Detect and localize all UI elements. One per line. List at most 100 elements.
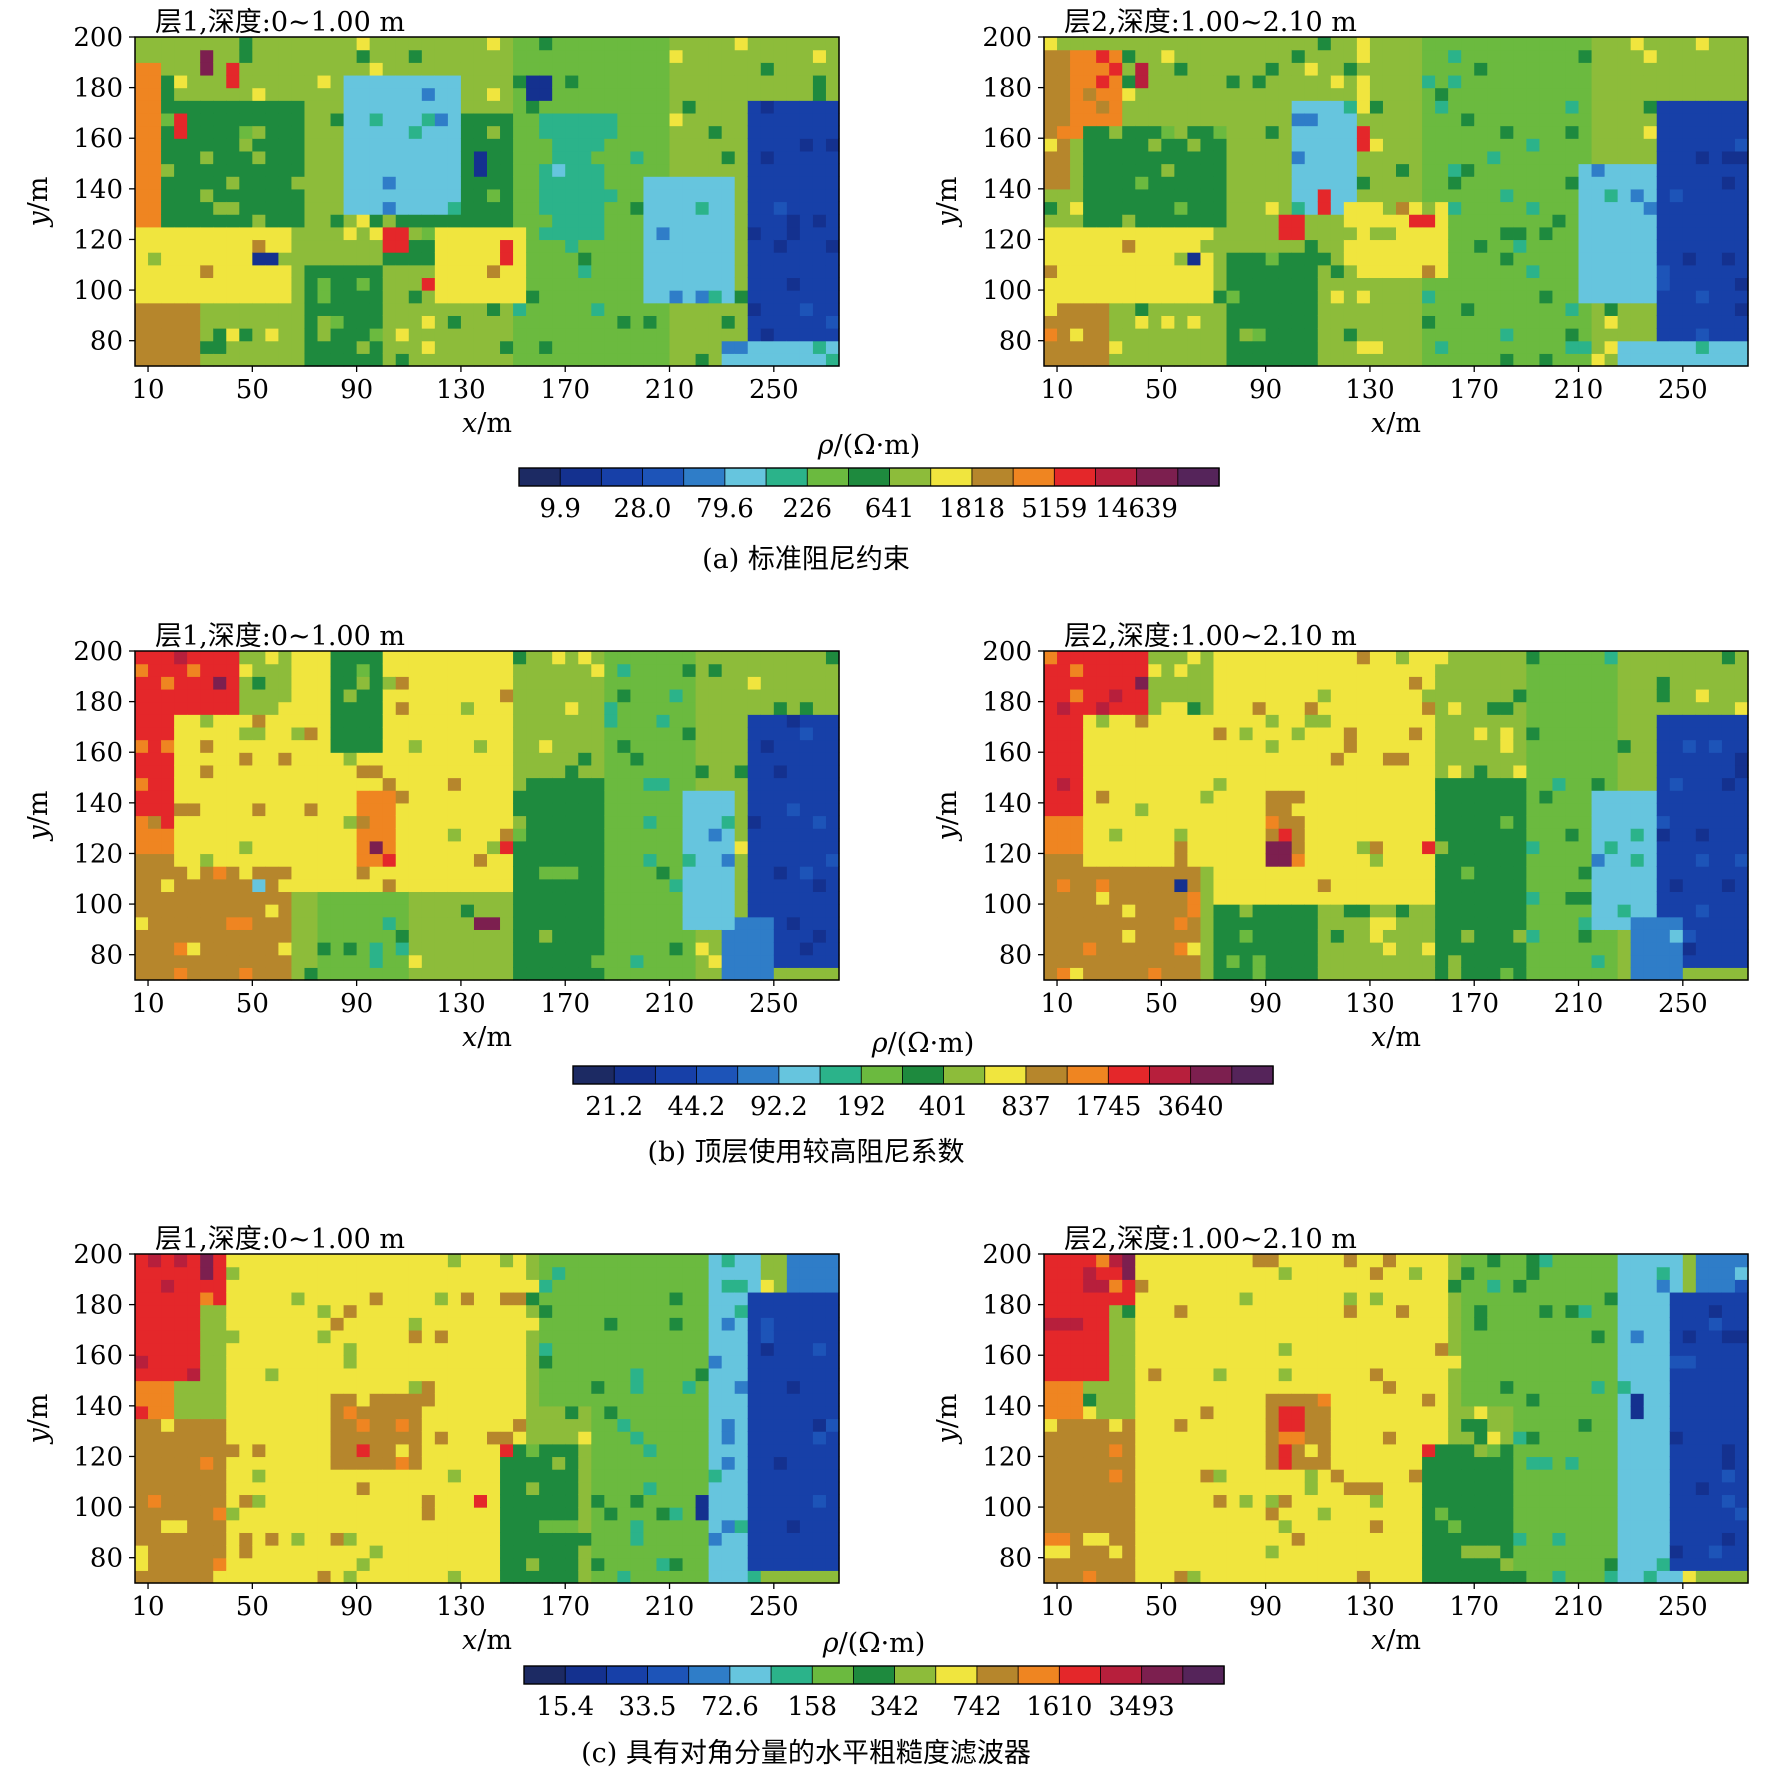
heatmap-cell (1291, 37, 1306, 51)
heatmap-cell (1369, 777, 1384, 791)
heatmap-cell (565, 815, 579, 829)
heatmap-cell (317, 328, 332, 342)
heatmap-cell (1213, 49, 1228, 63)
heatmap-cell (1226, 290, 1241, 304)
heatmap-cell (1669, 315, 1684, 329)
heatmap-cell (747, 853, 762, 867)
heatmap-cell (1226, 752, 1241, 766)
heatmap-cell (278, 878, 293, 893)
heatmap-cell (578, 916, 592, 930)
heatmap-cell (148, 916, 162, 930)
heatmap-cell (682, 929, 697, 943)
heatmap-cell (473, 929, 488, 943)
heatmap-cell (1057, 828, 1071, 842)
heatmap-cell (1239, 353, 1254, 367)
heatmap-cell (1122, 663, 1136, 677)
heatmap-cell (643, 49, 658, 63)
heatmap-cell (604, 916, 618, 930)
heatmap-cell (1187, 866, 1202, 880)
heatmap-cell (460, 891, 475, 905)
heatmap-cell (1057, 840, 1071, 855)
heatmap-cell (1057, 302, 1071, 316)
heatmap-cell (1148, 790, 1162, 804)
heatmap-cell (395, 150, 410, 165)
heatmap-cell (369, 967, 384, 981)
heatmap-cell (760, 138, 775, 152)
heatmap-cell (1448, 353, 1462, 367)
heatmap-cell (135, 663, 149, 677)
heatmap-cell (1070, 942, 1084, 956)
heatmap-cell (1721, 49, 1736, 63)
heatmap-cell (447, 125, 462, 139)
heatmap-cell (1070, 891, 1084, 905)
heatmap-cell (669, 866, 684, 880)
heatmap-cell (421, 49, 436, 63)
heatmap-cell (1409, 239, 1423, 253)
heatmap-cell (1435, 264, 1449, 279)
heatmap-cell (1617, 353, 1632, 367)
heatmap-cell (343, 967, 358, 981)
heatmap-cell (1109, 176, 1123, 190)
heatmap-cell (1187, 87, 1202, 101)
x-tick-label: 170 (540, 989, 590, 1019)
heatmap-cell (1174, 688, 1189, 703)
heatmap-cell (174, 87, 188, 101)
heatmap-cell (1239, 302, 1254, 316)
heatmap-cell (1213, 62, 1228, 76)
heatmap-cell (343, 328, 358, 342)
heatmap-cell (1161, 739, 1175, 753)
heatmap-cell (252, 828, 266, 842)
heatmap-cell (434, 252, 449, 266)
heatmap-cell (382, 87, 397, 101)
heatmap-cell (1122, 739, 1136, 753)
heatmap-cell (291, 777, 306, 791)
heatmap-cell (604, 651, 618, 665)
heatmap-cell (356, 100, 371, 114)
heatmap-cell (395, 726, 410, 741)
heatmap-cell (395, 891, 410, 905)
heatmap-cell (1669, 100, 1684, 114)
heatmap-cell (1552, 328, 1567, 342)
heatmap-cell (304, 302, 319, 316)
heatmap-cell (1161, 701, 1175, 715)
heatmap-cell (513, 100, 527, 114)
heatmap-cell (1057, 353, 1071, 367)
heatmap-cell (343, 37, 358, 51)
heatmap-cell (487, 138, 501, 152)
heatmap-cell (1044, 967, 1058, 981)
heatmap-cell (591, 201, 605, 215)
heatmap-cell (669, 214, 684, 228)
heatmap-cell (604, 815, 618, 829)
heatmap-cell (1226, 904, 1241, 918)
y-tick-label: 140 (73, 789, 123, 819)
heatmap-cell (643, 340, 658, 354)
heatmap-cell (812, 264, 827, 279)
heatmap-cell (747, 150, 762, 165)
heatmap-cell (1734, 125, 1749, 139)
heatmap-cell (1291, 840, 1306, 855)
heatmap-cell (734, 138, 749, 152)
heatmap-cell (799, 853, 814, 867)
heatmap-cell (1630, 188, 1645, 203)
heatmap-cell (539, 315, 553, 329)
heatmap-cell (421, 163, 436, 177)
heatmap-cell (356, 891, 371, 905)
heatmap-cell (825, 100, 840, 114)
heatmap-cell (395, 714, 410, 728)
heatmap-cell (369, 150, 384, 165)
heatmap-cell (1187, 214, 1202, 228)
heatmap-cell (1148, 828, 1162, 842)
heatmap-cell (734, 688, 749, 703)
heatmap-cell (1304, 87, 1319, 101)
plot-frame (134, 36, 840, 367)
heatmap-cell (278, 112, 293, 127)
heatmap-cell (1226, 790, 1241, 804)
heatmap-cell (526, 790, 540, 804)
heatmap-cell (1330, 340, 1345, 354)
heatmap-cell (330, 954, 345, 968)
heatmap-cell (1174, 150, 1189, 165)
heatmap-cell (1630, 264, 1645, 279)
heatmap-cell (226, 954, 240, 968)
heatmap-cell (747, 328, 762, 342)
heatmap-cell (291, 87, 306, 101)
